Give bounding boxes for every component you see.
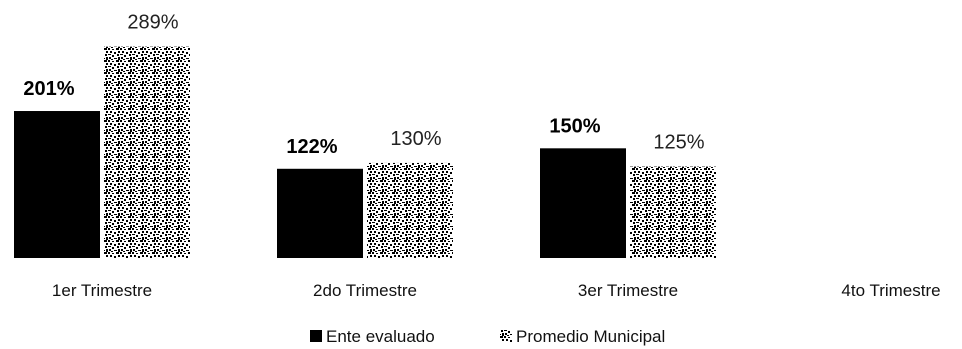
bar-promedio-municipal-1 xyxy=(104,46,190,259)
category-label-2: 2do Trimestre xyxy=(313,281,417,300)
data-label-ente-evaluado-1: 201% xyxy=(23,78,74,100)
bar-ente-evaluado-1 xyxy=(14,111,100,258)
legend-swatch-ente-evaluado xyxy=(310,330,322,342)
data-labels-layer: 201% 289% 122% 130% 150% 125% xyxy=(23,12,704,158)
data-label-ente-evaluado-3: 150% xyxy=(549,115,600,137)
legend-swatch-promedio-municipal xyxy=(500,330,512,342)
data-label-promedio-municipal-2: 130% xyxy=(390,128,441,150)
category-label-4: 4to Trimestre xyxy=(841,281,940,300)
bar-ente-evaluado-3 xyxy=(540,148,626,258)
category-axis-labels: 1er Trimestre 2do Trimestre 3er Trimestre 4… xyxy=(52,281,941,300)
bar-promedio-municipal-2 xyxy=(367,162,453,258)
legend-label-promedio-municipal: Promedio Municipal xyxy=(516,327,665,346)
category-label-1: 1er Trimestre xyxy=(52,281,152,300)
bars-layer xyxy=(14,46,716,259)
bar-ente-evaluado-2 xyxy=(277,168,363,258)
legend-label-ente-evaluado: Ente evaluado xyxy=(326,327,435,346)
data-label-ente-evaluado-2: 122% xyxy=(286,136,337,158)
legend: Ente evaluado Promedio Municipal xyxy=(310,327,665,346)
category-label-3: 3er Trimestre xyxy=(578,281,678,300)
data-label-promedio-municipal-3: 125% xyxy=(653,132,704,154)
data-label-promedio-municipal-1: 289% xyxy=(127,12,178,34)
bar-promedio-municipal-3 xyxy=(630,166,716,258)
